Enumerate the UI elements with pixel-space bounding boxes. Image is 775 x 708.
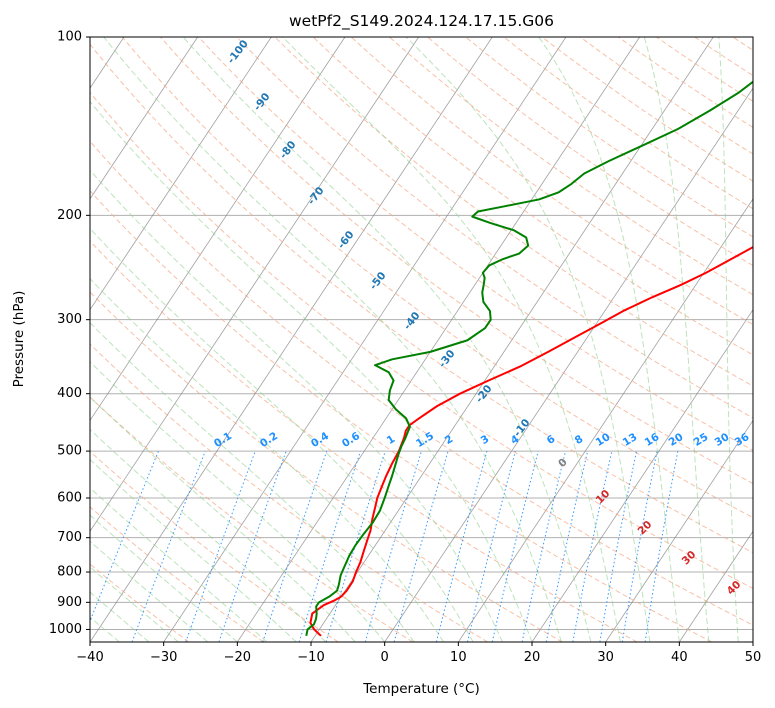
isotherm-line — [163, 37, 567, 642]
skewed-isotherms — [90, 37, 753, 642]
mixing-ratio-line — [364, 450, 422, 642]
x-axis-ticks: −40 −30 −20 −10 0 10 20 30 40 50 — [76, 642, 761, 665]
dry-adiabat-line — [90, 91, 753, 589]
mixing-ratio-line — [491, 450, 539, 642]
x-tick-label: 40 — [671, 650, 688, 665]
dry-adiabat-line — [503, 37, 753, 210]
mixing-ratio-line — [218, 450, 287, 642]
isotherm-line — [605, 419, 753, 642]
mixing-ratio-line — [572, 450, 613, 642]
x-tick-label: 50 — [745, 650, 762, 665]
isotherm-line — [458, 198, 753, 642]
isotherm-line — [90, 37, 493, 642]
mixing-ratio-line — [599, 450, 638, 642]
moist-adiabat-line — [90, 100, 533, 642]
moist-adiabat-line — [643, 37, 710, 642]
moist-adiabat-line — [90, 227, 474, 642]
sounding-series — [305, 80, 753, 637]
y-tick-label: 300 — [57, 312, 82, 327]
mixing-ratio-line — [467, 450, 516, 642]
dry-adiabat-line — [312, 37, 753, 356]
isotherm-line — [90, 37, 198, 200]
x-tick-label: −10 — [297, 650, 324, 665]
moist-adiabat-line — [90, 396, 356, 642]
mixing-ratio-line — [644, 451, 679, 642]
mixing-ratio-line — [545, 450, 589, 642]
moist-adiabat-line — [90, 321, 415, 642]
pressure-gridlines — [90, 37, 753, 630]
x-tick-label: −30 — [150, 650, 177, 665]
dry-adiabat-line — [90, 291, 563, 642]
dry-adiabat-line — [90, 43, 753, 554]
dry-adiabat-line — [160, 37, 753, 485]
chart-title: wetPf2_S149.2024.124.17.15.G06 — [289, 12, 554, 31]
x-tick-label: 0 — [381, 650, 389, 665]
dry-adiabat-line — [121, 37, 753, 519]
isotherm-line — [237, 37, 640, 642]
dry-adiabats — [90, 37, 753, 642]
y-tick-label: 800 — [57, 565, 82, 580]
mixing-ratio-line — [298, 450, 361, 642]
y-tick-label: 400 — [57, 386, 82, 401]
temperature-line — [309, 245, 753, 637]
moist-adiabat-line — [718, 37, 739, 642]
dry-adiabat-line — [90, 240, 638, 642]
x-tick-label: 30 — [597, 650, 614, 665]
mixing-ratio-line — [435, 450, 488, 642]
mixing-ratio-lines — [90, 450, 679, 642]
y-tick-label: 900 — [57, 595, 82, 610]
dry-adiabat-line — [90, 343, 488, 642]
x-tick-label: −20 — [224, 650, 251, 665]
plot-area: -100-90-80-70-60-50-40-30-20-100.1 0.2 0.4… — [90, 37, 753, 642]
y-axis-ticks: 1000 900 800 700 600 500 400 300 200 100 — [49, 30, 90, 637]
moist-adiabat-line — [538, 37, 680, 642]
dry-adiabat-line — [350, 37, 753, 326]
moist-adiabat-line — [90, 428, 327, 642]
moist-adiabat-line — [103, 37, 562, 642]
y-tick-label: 200 — [57, 208, 82, 223]
mixing-ratio-line — [262, 450, 328, 642]
x-tick-label: 20 — [524, 650, 541, 665]
moist-adiabat-line — [90, 361, 386, 642]
isotherm-line — [90, 37, 419, 532]
y-tick-label: 700 — [57, 530, 82, 545]
moist-adiabat-line — [405, 37, 651, 642]
y-tick-label: 600 — [57, 491, 82, 506]
x-tick-label: −40 — [76, 650, 103, 665]
mixing-ratio-line — [185, 450, 256, 642]
moist-adiabat-line — [90, 169, 503, 642]
mixing-ratio-line — [393, 450, 449, 642]
y-tick-label: 500 — [57, 444, 82, 459]
isotherm-line — [90, 37, 272, 311]
mixing-ratio-line — [325, 450, 386, 642]
moist-adiabat-line — [90, 487, 268, 642]
isotherm-line — [384, 87, 753, 642]
moist-adiabat-line — [90, 514, 238, 642]
dry-adiabat-line — [90, 190, 712, 642]
dewpoint-line — [305, 80, 753, 636]
moist-adiabats — [90, 37, 739, 642]
mixing-ratio-line — [621, 451, 658, 642]
dry-adiabat-line — [541, 37, 753, 182]
y-tick-label: 1000 — [49, 622, 82, 637]
dry-adiabat-line — [427, 37, 753, 267]
dry-adiabat-line — [90, 396, 414, 642]
moist-adiabat-line — [282, 37, 621, 642]
x-axis-label: Temperature (°C) — [362, 681, 480, 697]
y-axis-label: Pressure (hPa) — [11, 291, 27, 388]
mixing-ratio-line — [521, 450, 567, 642]
x-tick-label: 10 — [450, 650, 467, 665]
isotherm-line — [679, 530, 753, 642]
isotherm-line — [90, 37, 346, 422]
dry-adiabat-line — [198, 37, 753, 451]
plot-frame — [89, 36, 754, 643]
y-tick-label: 100 — [57, 30, 82, 45]
